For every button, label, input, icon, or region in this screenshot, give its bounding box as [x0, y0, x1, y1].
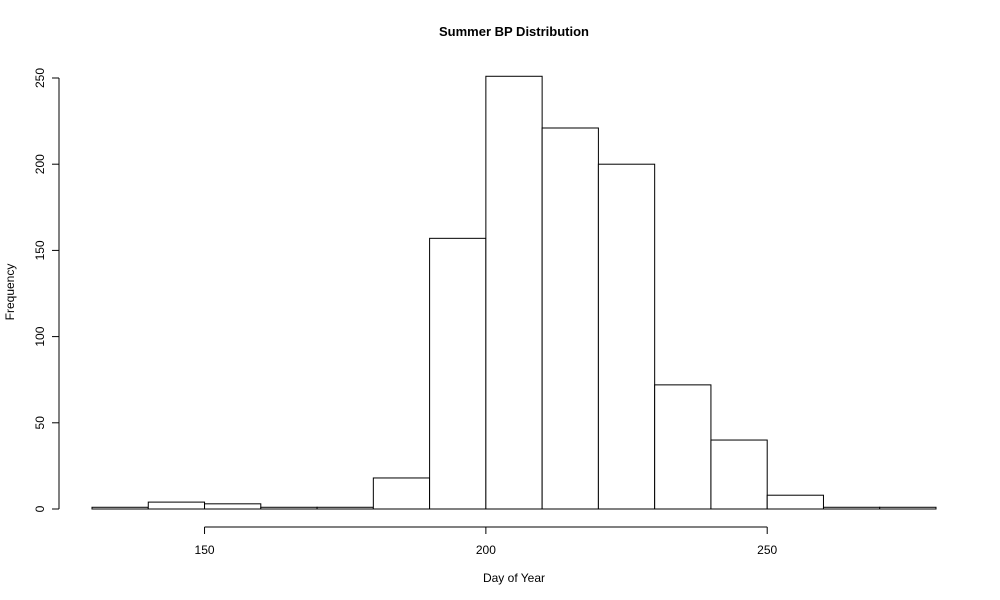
histogram-bar: [260, 506, 318, 510]
histogram-bar: [597, 163, 656, 510]
x-axis-title: Day of Year: [483, 571, 545, 585]
x-tick-label: 150: [195, 543, 215, 557]
y-tick-label: 100: [33, 326, 47, 346]
histogram-bar: [654, 384, 712, 510]
histogram-bar: [204, 503, 262, 510]
y-axis: 0 50 100 150 200 250: [33, 68, 60, 512]
y-tick-label: 50: [33, 416, 47, 430]
x-tick-label: 200: [476, 543, 496, 557]
histogram-bar: [147, 501, 206, 510]
y-tick-label: 200: [33, 154, 47, 174]
y-axis-title: Frequency: [3, 264, 17, 321]
x-tick-label: 250: [757, 543, 777, 557]
histogram-bars: [91, 75, 937, 510]
histogram-bar: [710, 439, 768, 510]
histogram-bar: [766, 494, 824, 510]
histogram-bar: [372, 477, 431, 510]
y-tick-label: 150: [33, 240, 47, 260]
histogram-bar: [316, 506, 374, 510]
histogram-bar: [879, 506, 937, 510]
y-tick-label: 250: [33, 68, 47, 88]
histogram-bar: [429, 237, 487, 510]
y-tick-label: 0: [33, 505, 47, 512]
histogram-bar: [91, 506, 149, 510]
histogram-bar: [822, 506, 881, 510]
chart-title: Summer BP Distribution: [439, 24, 589, 39]
histogram-bar: [541, 127, 599, 510]
histogram-bar: [485, 75, 543, 510]
x-axis: 150 200 250: [195, 526, 778, 557]
